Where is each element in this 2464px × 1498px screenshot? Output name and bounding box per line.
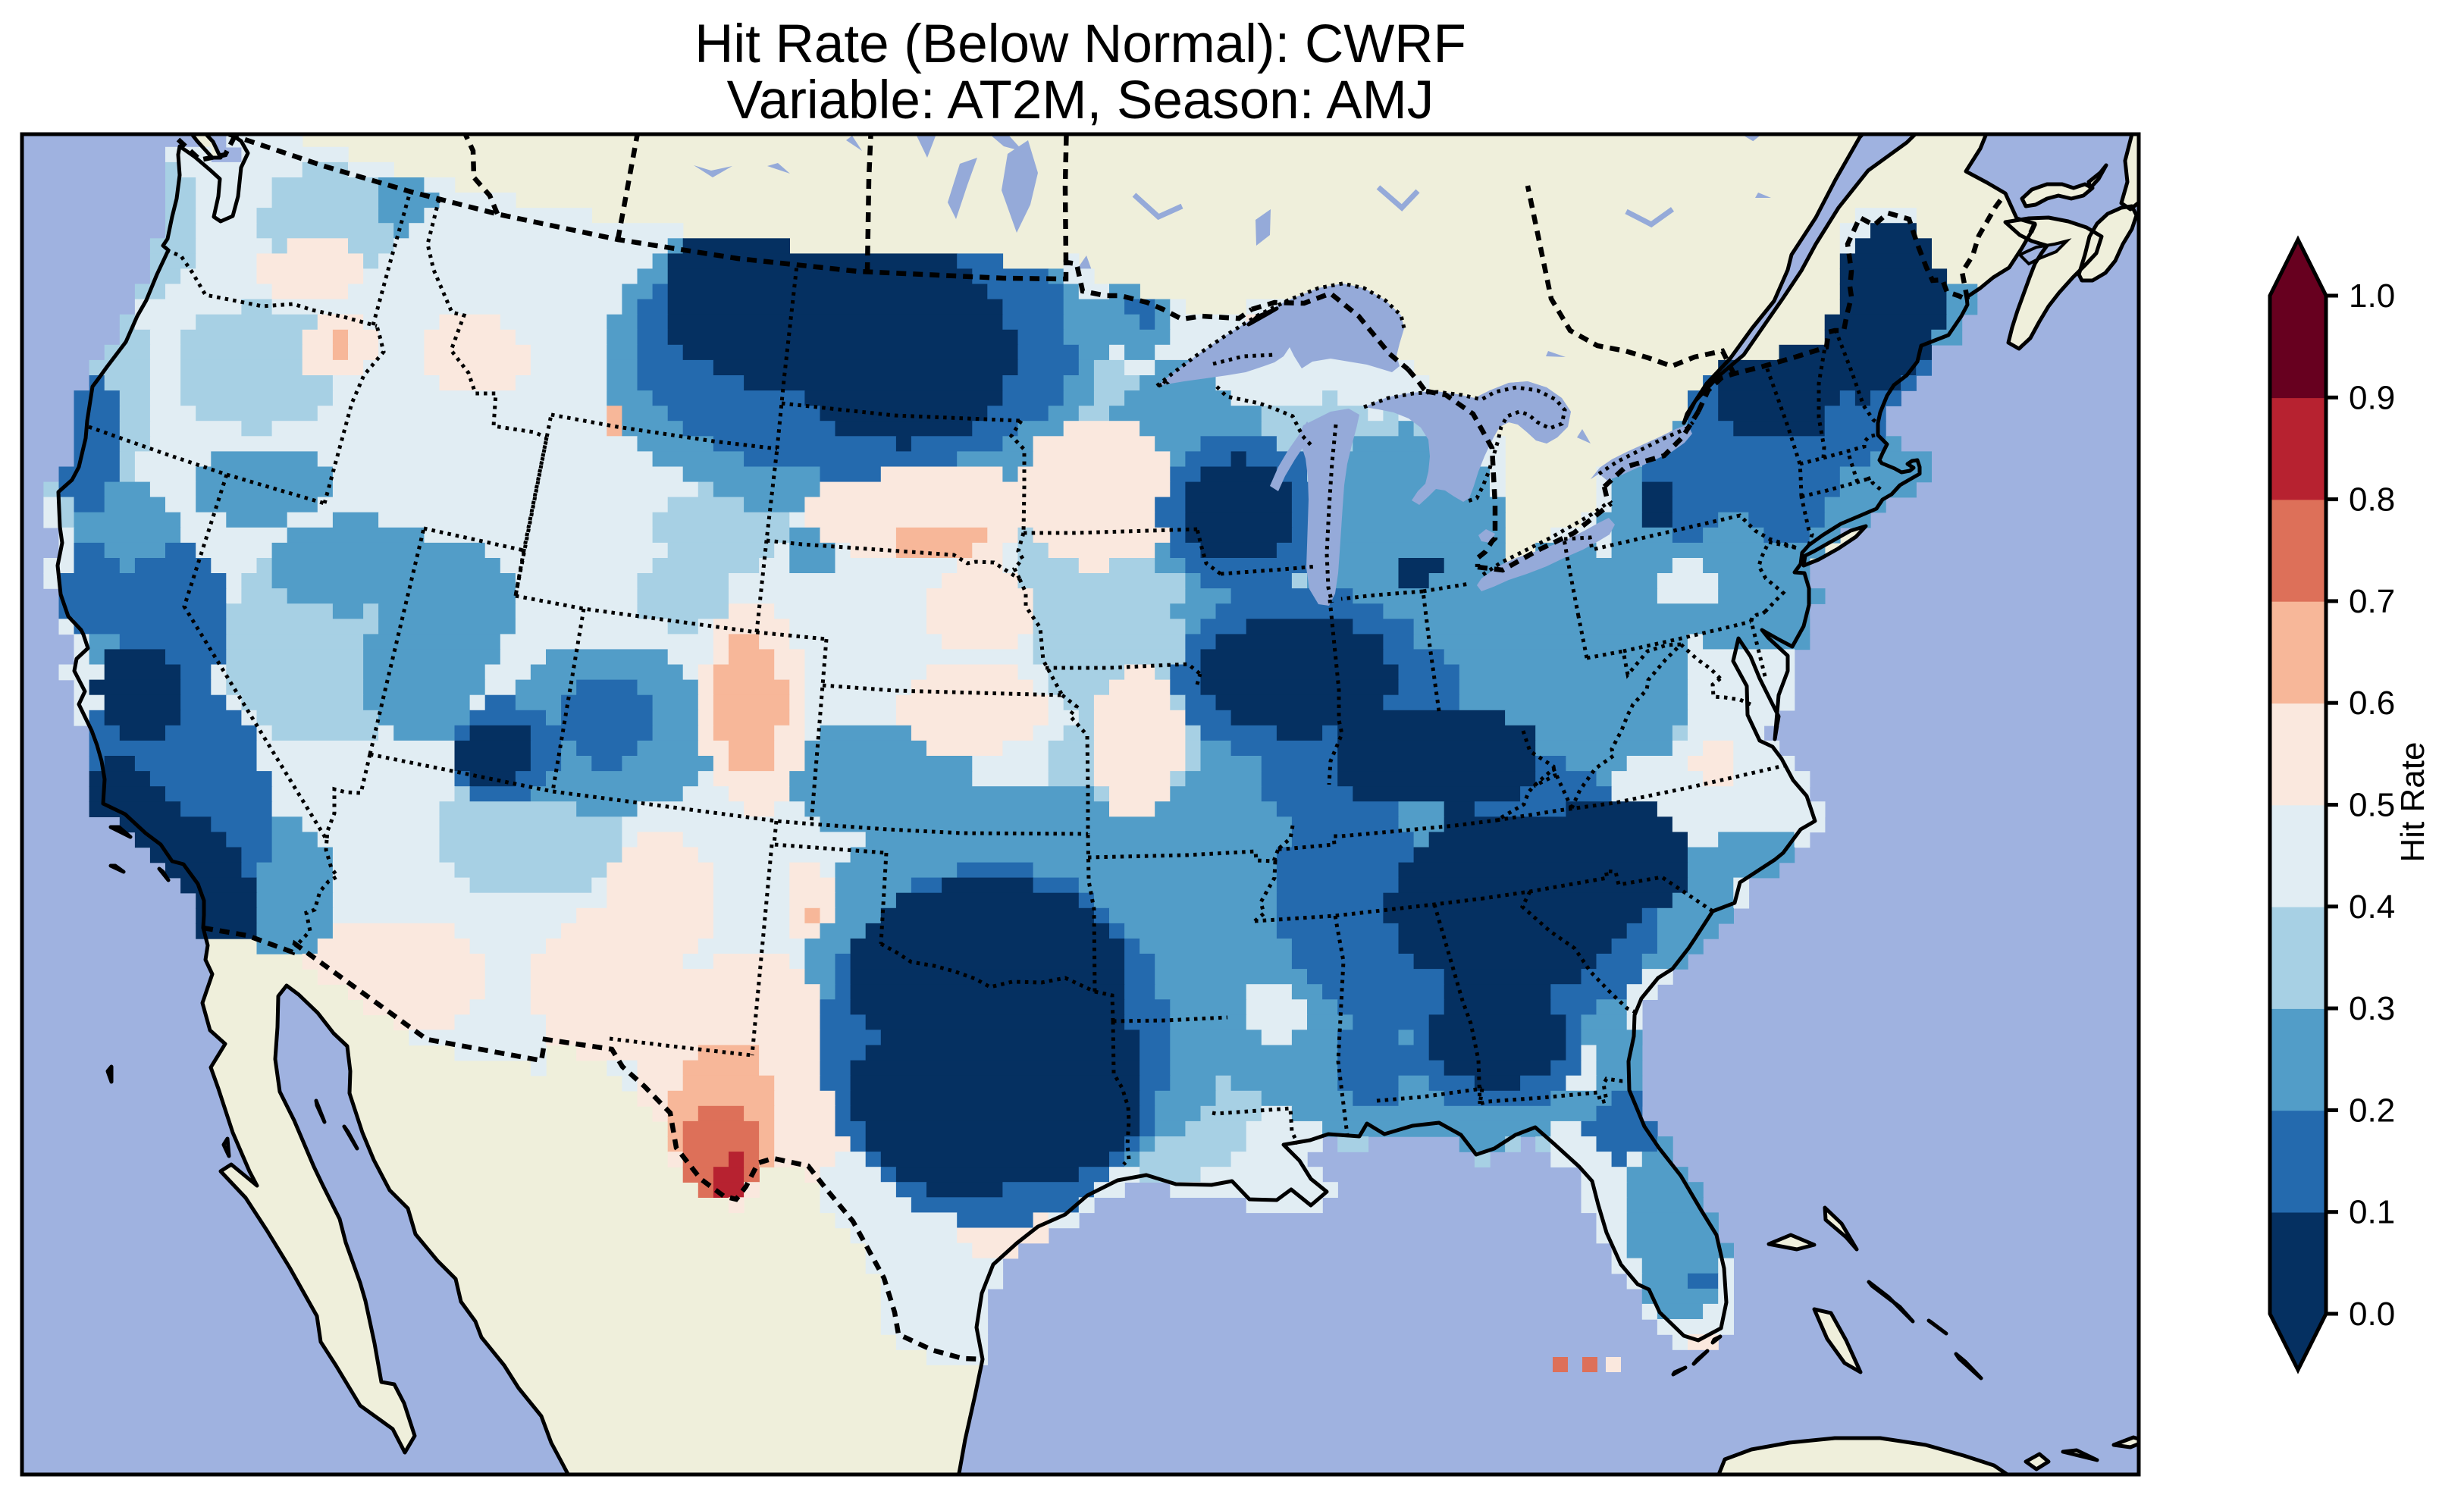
svg-text:0.4: 0.4 (2349, 888, 2395, 926)
svg-text:Hit Rate: Hit Rate (2394, 742, 2431, 863)
svg-text:0.2: 0.2 (2349, 1092, 2395, 1129)
svg-text:0.5: 0.5 (2349, 787, 2395, 824)
svg-text:Hit Rate (Below Normal): CWRF: Hit Rate (Below Normal): CWRF (694, 14, 1466, 74)
svg-text:1.0: 1.0 (2349, 277, 2395, 315)
svg-text:0.9: 0.9 (2349, 379, 2395, 416)
svg-text:Variable: AT2M, Season: AMJ: Variable: AT2M, Season: AMJ (727, 71, 1434, 130)
svg-text:0.7: 0.7 (2349, 583, 2395, 620)
svg-text:0.8: 0.8 (2349, 481, 2395, 519)
svg-text:0.3: 0.3 (2349, 990, 2395, 1027)
svg-text:0.1: 0.1 (2349, 1194, 2395, 1231)
svg-text:0.0: 0.0 (2349, 1296, 2395, 1333)
svg-text:0.6: 0.6 (2349, 685, 2395, 722)
